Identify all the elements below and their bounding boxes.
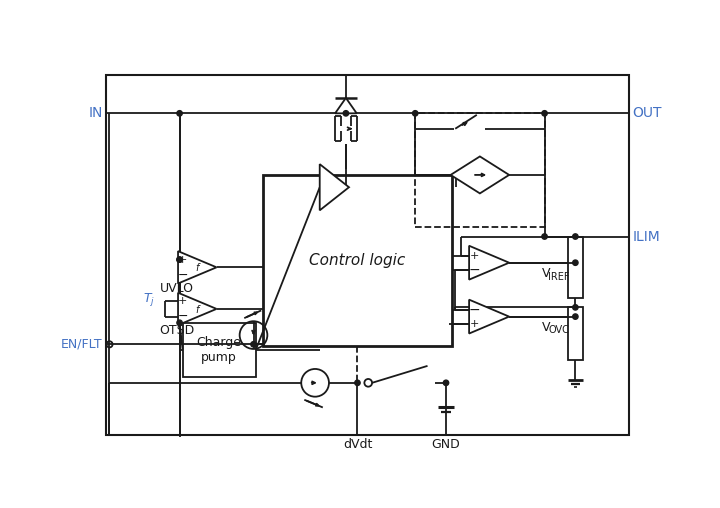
Text: OVC: OVC (549, 326, 570, 335)
Bar (567, 237, 583, 298)
Text: IREF: IREF (549, 272, 570, 281)
Polygon shape (469, 246, 509, 279)
Text: −: − (469, 263, 480, 277)
Text: −: − (177, 269, 188, 281)
Circle shape (572, 234, 578, 239)
Text: V: V (541, 267, 550, 280)
Text: −: − (469, 303, 480, 316)
Circle shape (177, 320, 182, 326)
Polygon shape (451, 156, 509, 194)
Bar (263, 175, 452, 346)
Bar (183, 323, 256, 376)
Circle shape (572, 314, 578, 320)
Text: Charge
pump: Charge pump (197, 336, 241, 364)
Text: GND: GND (431, 438, 460, 451)
Text: dVdt: dVdt (343, 438, 372, 451)
Text: OUT: OUT (632, 106, 662, 120)
Text: V: V (541, 321, 550, 334)
Text: IN: IN (89, 106, 102, 120)
Polygon shape (335, 98, 356, 113)
Circle shape (413, 111, 418, 116)
Text: $\it{f}$: $\it{f}$ (194, 261, 202, 273)
Text: +: + (178, 255, 187, 265)
Circle shape (542, 234, 547, 239)
Circle shape (444, 380, 449, 386)
Circle shape (251, 341, 256, 347)
Circle shape (343, 111, 348, 116)
Circle shape (177, 257, 182, 262)
Text: OTSD: OTSD (159, 324, 194, 337)
Circle shape (177, 257, 182, 262)
Polygon shape (178, 251, 217, 283)
Bar (415, 113, 544, 227)
Bar (567, 307, 583, 360)
Circle shape (572, 305, 578, 310)
Text: Control logic: Control logic (310, 253, 405, 268)
Circle shape (177, 111, 182, 116)
Polygon shape (469, 300, 509, 334)
Text: +: + (178, 296, 187, 306)
Polygon shape (320, 164, 349, 210)
Circle shape (355, 380, 360, 386)
Text: UVLO: UVLO (160, 282, 194, 295)
Text: $\it{f}$: $\it{f}$ (194, 303, 202, 315)
Circle shape (572, 260, 578, 265)
Text: ILIM: ILIM (632, 230, 660, 243)
Text: −: − (177, 310, 188, 323)
Circle shape (542, 111, 547, 116)
Text: $T_j$: $T_j$ (143, 291, 155, 308)
Polygon shape (178, 293, 217, 325)
Text: +: + (470, 319, 480, 329)
Text: EN/FLT: EN/FLT (61, 338, 102, 351)
Text: +: + (470, 251, 480, 261)
